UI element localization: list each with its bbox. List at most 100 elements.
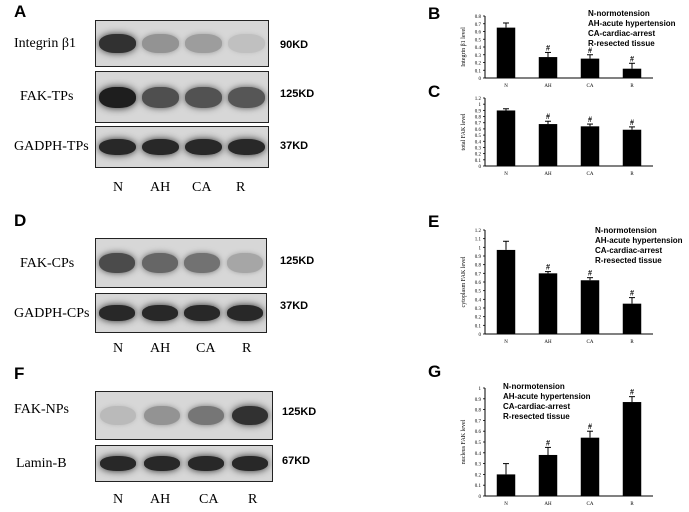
- blot-integrin: [95, 20, 269, 67]
- bar: [496, 249, 516, 334]
- blot-band: [99, 456, 137, 471]
- y-tick-label: 0.6: [475, 31, 482, 36]
- y-tick-label: 0.3: [475, 463, 482, 468]
- bar: [538, 454, 558, 496]
- lane-label: AH: [150, 492, 171, 507]
- x-tick-label: AH: [544, 340, 552, 345]
- legend-e: N-normotension AH-acute hypertension CA-…: [595, 226, 683, 266]
- significance-mark: #: [546, 112, 550, 121]
- blot-lamin-b: [95, 445, 273, 482]
- y-tick-label: 1.2: [475, 229, 482, 234]
- y-tick-label: 0.1: [475, 324, 482, 329]
- y-tick-label: 0.6: [475, 281, 482, 286]
- y-tick-label: 0.3: [475, 146, 482, 151]
- x-tick-label: R: [630, 502, 634, 507]
- y-axis-label: nucleus FAK level: [461, 419, 467, 464]
- y-tick-label: 0.8: [475, 264, 482, 269]
- x-tick-label: AH: [544, 172, 552, 177]
- significance-mark: #: [588, 422, 592, 431]
- y-tick-label: 0.8: [475, 409, 482, 414]
- kd-fak-cps: 125KD: [280, 255, 315, 267]
- lane-label: N: [113, 341, 124, 356]
- x-tick-label: N: [504, 172, 508, 177]
- chart-b: 0 0.1 0.2 0.3 0.4 0.5 0.6 0.7 0.8 Integrin β1 lev…: [461, 15, 653, 89]
- panel-a-letter: A: [14, 2, 27, 21]
- blot-band: [226, 305, 263, 321]
- legend-entry: AH-acute hypertension: [595, 236, 683, 245]
- x-tick-label: CA: [587, 340, 594, 345]
- kd-fak-tps: 125KD: [280, 88, 315, 100]
- blot-band: [99, 252, 136, 274]
- x-tick-label: AH: [544, 84, 552, 89]
- blot-band: [226, 252, 263, 274]
- blot-band: [231, 405, 269, 426]
- blot-label-gadph-cps: GADPH-CPs: [14, 306, 90, 321]
- blot-label-fak-tps: FAK-TPs: [20, 89, 74, 104]
- chart-e: 0 0.1 0.2 0.3 0.4 0.5 0.6 0.7 0.8 0.9 1 1.1 1.2 cytop…: [461, 229, 653, 345]
- x-tick-label: CA: [587, 502, 594, 507]
- kd-gadph-cps: 37KD: [280, 300, 309, 312]
- y-tick-label: 0.2: [475, 316, 482, 321]
- y-tick-label: 1.2: [475, 97, 482, 102]
- blot-band: [99, 405, 137, 426]
- legend-entry: R-resected tissue: [595, 256, 662, 265]
- bar: [580, 437, 600, 496]
- legend-b: N-normotension AH-acute hypertension CA-…: [588, 9, 676, 49]
- bar: [622, 68, 642, 78]
- y-tick-label: 0.6: [475, 128, 482, 133]
- x-tick-label: R: [630, 340, 634, 345]
- y-tick-label: 0.5: [475, 290, 482, 295]
- blot-fak-nps: [95, 391, 273, 440]
- panel-c-letter: C: [428, 82, 441, 101]
- y-tick-label: 0.5: [475, 441, 482, 446]
- legend-entry: CA-cardiac-arrest: [503, 402, 571, 411]
- y-tick-label: 0.7: [475, 419, 482, 424]
- bar: [538, 57, 558, 78]
- legend-entry: N-normotension: [595, 226, 657, 235]
- legend-entry: R-resected tissue: [588, 39, 655, 48]
- y-tick-label: 0.1: [475, 159, 482, 164]
- x-tick-label: AH: [544, 502, 552, 507]
- lane-label: AH: [150, 180, 171, 195]
- blot-band: [142, 138, 179, 156]
- y-tick-label: 0.4: [475, 140, 482, 145]
- lane-label: R: [242, 341, 252, 356]
- blot-band: [143, 456, 181, 471]
- blot-band: [185, 34, 222, 53]
- x-tick-label: N: [504, 340, 508, 345]
- blot-label-fak-nps: FAK-NPs: [14, 402, 69, 417]
- panel-e-letter: E: [428, 212, 440, 231]
- lane-label: N: [113, 180, 124, 195]
- y-tick-label: 0.4: [475, 46, 482, 51]
- significance-mark: #: [588, 269, 592, 278]
- legend-entry: N-normotension: [503, 382, 565, 391]
- chart-c: 00.10.2 0.30.40.50.60.70.8 0.911.2 total FA…: [461, 97, 653, 177]
- lane-label: N: [113, 492, 124, 507]
- y-tick-label: 1: [479, 387, 482, 392]
- blot-band: [99, 34, 136, 53]
- significance-mark: #: [546, 43, 550, 52]
- blot-band: [99, 305, 136, 321]
- significance-mark: #: [630, 388, 634, 397]
- legend-entry: CA-cardiac-arrest: [595, 246, 663, 255]
- kd-gadph-tps: 37KD: [280, 140, 309, 152]
- y-tick-label: 0.2: [475, 62, 482, 67]
- bar: [580, 58, 600, 78]
- blot-band: [231, 456, 269, 471]
- blot-band: [143, 405, 181, 426]
- kd-fak-nps: 125KD: [282, 406, 317, 418]
- significance-mark: #: [630, 289, 634, 298]
- blot-band: [99, 138, 136, 156]
- bar: [538, 273, 558, 334]
- bar: [622, 402, 642, 496]
- x-tick-label: CA: [587, 84, 594, 89]
- significance-mark: #: [630, 118, 634, 127]
- bar: [580, 126, 600, 166]
- y-tick-label: 0.7: [475, 272, 482, 277]
- bar: [496, 110, 516, 166]
- significance-mark: #: [546, 438, 550, 447]
- y-axis-label: total FAK level: [461, 113, 467, 150]
- significance-mark: #: [630, 54, 634, 63]
- y-tick-label: 0: [479, 77, 482, 82]
- y-tick-label: 0.9: [475, 255, 482, 260]
